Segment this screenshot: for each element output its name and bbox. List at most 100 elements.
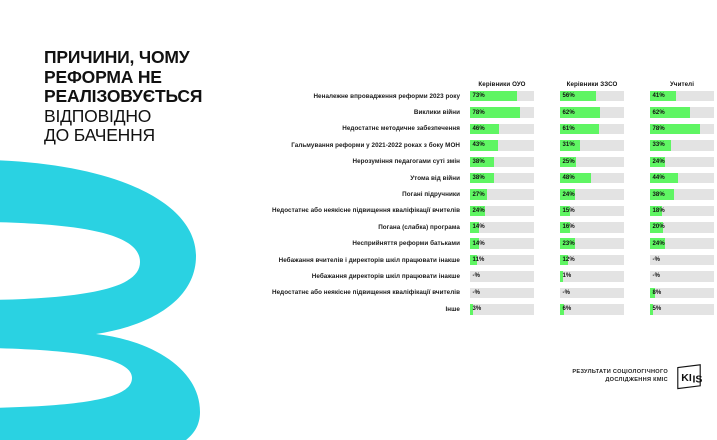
- legend-label-1: Керівники ОУО: [478, 81, 526, 88]
- bar-cell: 62%: [560, 107, 624, 118]
- row-label: Утома від війни: [410, 174, 460, 182]
- chart-row: Небажання директорів шкіл працювати інак…: [120, 268, 714, 284]
- bar-value: -%: [652, 273, 661, 280]
- bar-fill: [560, 172, 591, 184]
- bar-value: 6%: [562, 306, 572, 313]
- row-label: Небажання директорів шкіл працювати інак…: [311, 272, 460, 280]
- bar-value: 20%: [652, 224, 665, 231]
- bar-value: 48%: [562, 175, 575, 182]
- chart-row: Нерозуміння педагогами суті змін 38% 25% 24…: [120, 154, 714, 170]
- bar-cell: 31%: [560, 140, 624, 151]
- bar-fill: [470, 222, 479, 233]
- bar-value: 16%: [562, 224, 575, 231]
- legend-label-3: Учителі: [669, 81, 695, 88]
- footer-credit: РЕЗУЛЬТАТИ СОЦІОЛОГІЧНОГО ДОСЛІДЖЕННЯ КМ…: [572, 362, 703, 390]
- bar-fill: [560, 222, 571, 233]
- bar-fill: [650, 189, 675, 200]
- bar-value: 23%: [562, 240, 575, 247]
- footer-line-2: ДОСЛІДЖЕННЯ КМІС: [605, 377, 668, 383]
- bar-cell: 38%: [650, 189, 714, 200]
- chart-row: Несприйняття реформи батьками 14% 23% 24%: [120, 236, 714, 252]
- kiis-logo-icon: KI IS: [677, 364, 702, 390]
- bar-fill: [560, 123, 600, 135]
- bar-fill: [560, 271, 563, 282]
- bar-cell: 11%: [470, 254, 534, 266]
- bar-cell: 27%: [470, 189, 534, 200]
- bar-fill: [470, 238, 479, 249]
- bar-value: 24%: [652, 240, 665, 247]
- bar-value: 27%: [472, 191, 485, 198]
- bar-cell: 8%: [650, 287, 714, 299]
- bar-value: 38%: [472, 158, 485, 165]
- bar-value: -%: [472, 273, 481, 280]
- title-line-2: РЕФОРМА НЕ: [44, 66, 162, 87]
- bar-cell: 38%: [470, 172, 534, 184]
- bar-cell: 62%: [650, 107, 714, 118]
- footer-line-1: РЕЗУЛЬТАТИ СОЦІОЛОГІЧНОГО: [572, 368, 668, 375]
- bar-cell: 78%: [470, 107, 534, 118]
- title-line-3: РЕАЛІЗОВУЄТЬСЯ: [44, 86, 203, 106]
- footer-text: РЕЗУЛЬТАТИ СОЦІОЛОГІЧНОГО ДОСЛІДЖЕННЯ КМ…: [572, 368, 668, 385]
- bar-value: 24%: [652, 158, 665, 165]
- bar-value: 3%: [472, 306, 482, 313]
- bar-cell: 3%: [470, 304, 534, 315]
- bar-cell: -%: [560, 287, 624, 299]
- bar-cell: 25%: [560, 156, 624, 167]
- bar-value: 73%: [472, 93, 485, 100]
- bar-value: 78%: [652, 125, 665, 132]
- row-label: Інше: [445, 305, 460, 313]
- bar-cell: 41%: [650, 90, 714, 102]
- bar-cell: 16%: [560, 222, 624, 233]
- bar-fill: [470, 172, 495, 184]
- chart-row: Недостатнє методичне забезпечення 46% 61% 7…: [120, 121, 714, 137]
- row-label: Небажання вчителів і директорів шкіл пра…: [278, 256, 460, 264]
- bar-fill: [560, 304, 564, 315]
- bar-fill: [470, 205, 486, 217]
- bar-value: 43%: [472, 142, 485, 149]
- bar-fill: [650, 107, 690, 118]
- bar-cell: 12%: [560, 254, 624, 266]
- bar-cell: 73%: [470, 90, 534, 102]
- chart-row: Погані підручники 27% 24% 38%: [120, 186, 714, 202]
- bar-fill: [560, 238, 575, 249]
- chart-row: Неналежне впровадження реформи 2023 року…: [120, 88, 714, 104]
- row-label: Погані підручники: [402, 191, 460, 199]
- bar-fill: [650, 90, 677, 102]
- bar-fill: [650, 172, 679, 184]
- chart-row: Недостатнє або неякісне підвищення квалі…: [120, 203, 714, 219]
- chart-row: Недостатнє або неякісне підвищення квалі…: [120, 285, 714, 301]
- svg-text:KI: KI: [681, 372, 692, 384]
- title-line-4: ВІДПОВІДНО: [44, 105, 152, 126]
- bar-value: 33%: [652, 142, 665, 149]
- bar-fill: [470, 140, 498, 151]
- bar-cell: 24%: [470, 205, 534, 217]
- bar-value: 25%: [562, 158, 575, 165]
- chart-row: Утома від війни 38% 48% 44%: [120, 170, 714, 186]
- bar-cell: 44%: [650, 172, 714, 184]
- bar-value: 24%: [472, 207, 485, 214]
- bar-fill: [650, 238, 666, 249]
- bar-fill: [650, 156, 666, 167]
- bar-fill: [470, 156, 495, 167]
- bar-cell: 5%: [650, 304, 714, 315]
- page-title: ПРИЧИНИ, ЧОМУ РЕФОРМА НЕ РЕАЛІЗОВУЄТЬСЯ …: [44, 47, 259, 146]
- bar-value: 41%: [652, 93, 665, 100]
- bar-value: 56%: [562, 93, 575, 100]
- row-label: Недостатнє або неякісне підвищення квалі…: [272, 207, 460, 215]
- bar-value: 78%: [472, 109, 485, 116]
- bar-cell: 56%: [560, 90, 624, 102]
- bar-fill: [560, 107, 600, 118]
- bar-value: -%: [562, 289, 571, 296]
- title-line-5: ДО БАЧЕННЯ: [44, 125, 155, 145]
- bar-value: 38%: [472, 175, 485, 182]
- bar-cell: 38%: [470, 156, 534, 167]
- bar-fill: [650, 205, 662, 217]
- bar-value: 62%: [562, 109, 575, 116]
- bar-fill: [650, 222, 663, 233]
- bar-cell: -%: [470, 287, 534, 299]
- bar-cell: 61%: [560, 123, 624, 135]
- title-line-1: ПРИЧИНИ, ЧОМУ: [44, 47, 190, 67]
- bar-fill: [560, 140, 580, 151]
- bar-cell: 23%: [560, 238, 624, 249]
- bar-value: 38%: [652, 191, 665, 198]
